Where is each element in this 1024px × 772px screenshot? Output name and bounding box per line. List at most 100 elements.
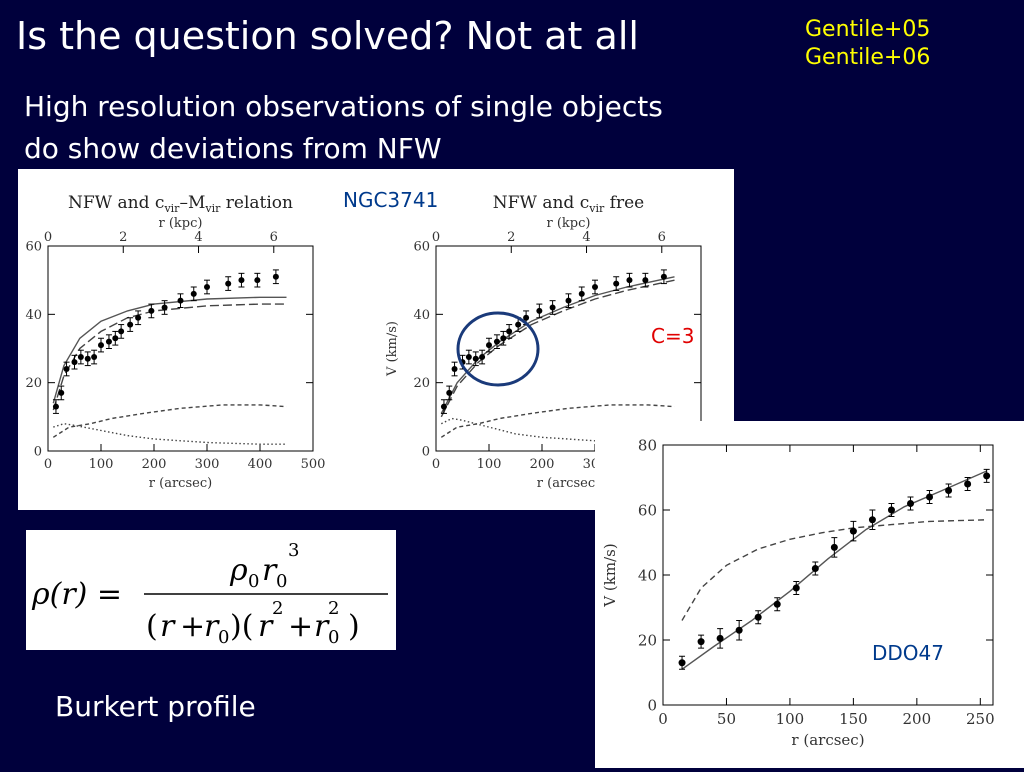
data-point-5 <box>472 355 479 362</box>
den-exp-2b: 2 <box>328 598 339 619</box>
data-point-6 <box>479 354 486 361</box>
data-point-20 <box>254 277 261 284</box>
y-tick-label-0: 0 <box>34 445 42 460</box>
slide-title: Is the question solved? Not at all <box>16 14 639 58</box>
chart-title: NFW and cvir–Mvir relation <box>68 193 293 215</box>
num-exp-3: 3 <box>288 540 299 561</box>
data-point-0 <box>678 659 686 667</box>
reference-1: Gentile+05 <box>805 17 931 42</box>
data-point-2 <box>451 366 458 372</box>
data-point-17 <box>204 284 210 290</box>
data-point-9 <box>500 335 507 342</box>
y-tick-label-1: 20 <box>638 631 657 649</box>
data-point-16 <box>983 472 991 480</box>
data-point-4 <box>77 354 84 361</box>
subtitle-line-1: High resolution observations of single o… <box>24 90 663 123</box>
data-point-16 <box>578 290 585 297</box>
den-open: ( <box>146 609 158 644</box>
x2-tick-label-3: 6 <box>658 230 666 245</box>
chart-2-frame <box>662 444 994 706</box>
num-r: r <box>262 553 278 588</box>
data-point-10 <box>506 328 513 335</box>
data-point-19 <box>238 277 245 284</box>
series-line-2 <box>440 404 675 438</box>
x2-axis-label: r (kpc) <box>159 216 203 231</box>
num-rho: ρ <box>229 553 248 588</box>
formula-numerator: ρ 0 r 0 3 <box>229 540 299 592</box>
x-tick-label-1: 100 <box>477 457 502 472</box>
data-point-2 <box>716 634 724 642</box>
x-tick-label-1: 50 <box>717 710 736 728</box>
data-point-14 <box>945 487 953 494</box>
references: Gentile+05 Gentile+06 <box>805 16 930 72</box>
x-tick-label-0: 0 <box>658 710 668 728</box>
y-axis-label: V (km/s) <box>601 543 619 607</box>
reference-2: Gentile+06 <box>805 45 931 70</box>
x-tick-label-5: 500 <box>301 457 326 472</box>
x2-tick-label-0: 0 <box>44 230 52 245</box>
x2-axis-label: r (kpc) <box>547 216 591 231</box>
data-point-2 <box>63 366 70 372</box>
slide-subtitle: High resolution observations of single o… <box>24 86 663 170</box>
data-point-3 <box>71 359 78 366</box>
data-point-8 <box>105 338 112 345</box>
burkert-formula: ρ(r) = ρ 0 r 0 3 ( r + r 0 )( r 2 + r 2 … <box>26 530 396 650</box>
num-sub-0b: 0 <box>276 571 287 592</box>
data-point-6 <box>792 584 800 592</box>
formula-svg: ρ(r) = ρ 0 r 0 3 ( r + r 0 )( r 2 + r 2 … <box>31 540 388 648</box>
num-sub-0: 0 <box>248 571 259 592</box>
y-tick-label-2: 40 <box>638 566 657 584</box>
data-point-21 <box>272 273 279 280</box>
data-point-10 <box>118 328 125 335</box>
y-tick-label-4: 80 <box>638 436 657 454</box>
series-line-2 <box>52 404 287 438</box>
y-tick-label-1: 20 <box>25 376 42 391</box>
x-tick-label-3: 150 <box>839 710 868 728</box>
x2-tick-label-1: 2 <box>507 230 515 245</box>
x-tick-label-0: 0 <box>44 457 52 472</box>
den-r2: r <box>258 609 274 644</box>
ddo47-label: DDO47 <box>872 641 944 665</box>
data-point-7 <box>486 342 492 349</box>
chart-2: 0 50 100 150 200 250 0 20 40 60 80 r (arcsec) V (km/… <box>601 436 995 749</box>
data-point-9 <box>849 527 857 535</box>
data-point-5 <box>773 600 781 608</box>
x2-tick-label-3: 6 <box>270 230 278 245</box>
x-tick-label-2: 100 <box>776 710 805 728</box>
ddo47-chart: 0 50 100 150 200 250 0 20 40 60 80 r (arcsec) V (km/… <box>601 436 995 749</box>
title-part-0: NFW and c <box>68 193 164 213</box>
data-point-13 <box>926 493 934 501</box>
x2-tick-label-2: 4 <box>582 230 590 245</box>
x2-tick-label-1: 2 <box>119 230 127 245</box>
den-exp-2: 2 <box>272 598 283 619</box>
series-line-0 <box>52 296 287 404</box>
y-tick-label-0: 0 <box>422 445 430 460</box>
y-tick-label-2: 40 <box>413 308 430 323</box>
data-point-11 <box>127 321 134 328</box>
data-point-18 <box>225 280 232 287</box>
data-point-20 <box>642 277 649 284</box>
data-point-1 <box>58 389 65 396</box>
data-point-15 <box>964 480 972 488</box>
data-point-15 <box>565 297 572 304</box>
title-part-3: vir <box>204 202 221 215</box>
data-point-14 <box>161 304 168 311</box>
x-tick-label-1: 100 <box>89 457 114 472</box>
data-point-15 <box>177 297 184 304</box>
x-tick-label-0: 0 <box>432 457 440 472</box>
data-point-12 <box>135 314 142 321</box>
highlight-circle <box>456 311 540 387</box>
den-mid: )( <box>230 609 253 644</box>
den-sub-0: 0 <box>218 627 229 648</box>
data-point-8 <box>493 338 500 345</box>
burkert-label: Burkert profile <box>55 690 256 723</box>
data-point-8 <box>830 543 838 551</box>
data-point-3 <box>735 626 743 634</box>
ngc3741-label: NGC3741 <box>343 188 439 212</box>
data-point-1 <box>446 389 453 396</box>
ddo47-figure-panel: 0 50 100 150 200 250 0 20 40 60 80 r (arcsec) V (km/… <box>595 421 1024 768</box>
data-point-11 <box>515 321 522 328</box>
data-point-13 <box>148 307 155 314</box>
data-point-19 <box>626 277 633 284</box>
